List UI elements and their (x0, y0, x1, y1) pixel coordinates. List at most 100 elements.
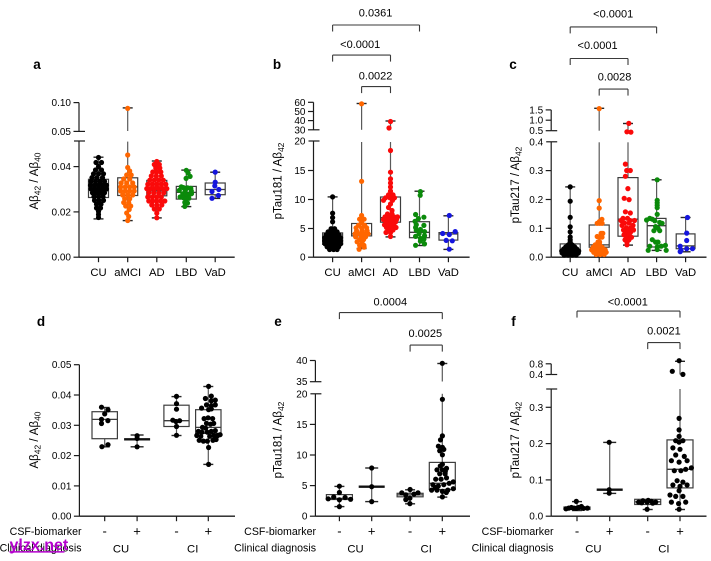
svg-text:CU: CU (562, 267, 578, 279)
svg-text:pTau217 / Aβ42: pTau217 / Aβ42 (510, 401, 524, 478)
svg-text:+: + (133, 524, 141, 539)
svg-text:1.5: 1.5 (529, 105, 543, 116)
svg-text:0.8: 0.8 (529, 359, 543, 370)
svg-text:15: 15 (296, 420, 308, 431)
svg-text:0.2: 0.2 (529, 439, 543, 450)
svg-text:LBD: LBD (175, 267, 197, 279)
svg-text:CU: CU (113, 543, 129, 555)
svg-text:Aβ42 / Aβ40: Aβ42 / Aβ40 (29, 152, 43, 209)
svg-text:VaD: VaD (438, 267, 459, 279)
svg-text:<0.0001: <0.0001 (340, 39, 380, 51)
svg-text:0.0021: 0.0021 (647, 326, 681, 338)
svg-text:40: 40 (296, 356, 308, 367)
svg-text:10: 10 (294, 195, 306, 206)
svg-text:CSF-biomarker: CSF-biomarker (10, 526, 82, 538)
svg-text:-: - (646, 524, 650, 539)
svg-text:LBD: LBD (646, 267, 668, 279)
svg-text:0.01: 0.01 (52, 481, 72, 492)
svg-text:Aβ42 / Aβ40: Aβ42 / Aβ40 (29, 411, 43, 468)
svg-text:b: b (273, 57, 281, 72)
svg-text:e: e (274, 314, 282, 329)
svg-text:0: 0 (300, 253, 306, 264)
svg-text:AD: AD (620, 267, 636, 279)
svg-text:-: - (575, 524, 579, 539)
svg-text:0.0: 0.0 (529, 253, 543, 264)
svg-text:60: 60 (294, 98, 306, 109)
svg-text:0.4: 0.4 (529, 370, 543, 381)
svg-text:CSF-biomarker: CSF-biomarker (244, 526, 316, 538)
svg-text:AD: AD (149, 267, 165, 279)
svg-text:d: d (37, 314, 45, 329)
svg-text:0.0361: 0.0361 (359, 7, 393, 19)
svg-text:0.3: 0.3 (529, 166, 543, 177)
svg-text:0.4: 0.4 (529, 137, 543, 148)
svg-text:20: 20 (294, 137, 306, 148)
svg-text:0.0028: 0.0028 (598, 72, 632, 84)
svg-text:CI: CI (421, 543, 432, 555)
svg-text:<0.0001: <0.0001 (578, 40, 618, 52)
svg-text:LBD: LBD (409, 267, 431, 279)
svg-text:CU: CU (347, 543, 363, 555)
svg-text:CI: CI (658, 543, 669, 555)
svg-text:c: c (509, 57, 517, 72)
svg-text:0.04: 0.04 (52, 162, 72, 173)
svg-text:VaD: VaD (675, 267, 696, 279)
svg-text:0.02: 0.02 (52, 207, 72, 218)
svg-text:-: - (408, 524, 412, 539)
svg-text:0.5: 0.5 (529, 126, 543, 137)
svg-text:CU: CU (90, 267, 106, 279)
svg-text:0.00: 0.00 (52, 512, 72, 523)
svg-text:CU: CU (585, 543, 601, 555)
svg-text:1.0: 1.0 (529, 116, 543, 127)
svg-text:0.05: 0.05 (52, 127, 72, 138)
svg-text:aMCI: aMCI (586, 267, 613, 279)
svg-text:Clinical diagnosis: Clinical diagnosis (472, 543, 554, 555)
svg-text:CI: CI (187, 543, 198, 555)
svg-text:-: - (103, 524, 107, 539)
svg-text:+: + (439, 524, 447, 539)
svg-text:+: + (205, 524, 213, 539)
svg-text:+: + (368, 524, 376, 539)
svg-text:CU: CU (324, 267, 340, 279)
svg-text:35: 35 (296, 377, 308, 388)
svg-text:5: 5 (300, 224, 306, 235)
svg-text:0.3: 0.3 (529, 403, 543, 414)
svg-text:0.1: 0.1 (529, 475, 543, 486)
svg-text:-: - (337, 524, 341, 539)
svg-text:30: 30 (294, 125, 306, 136)
svg-text:0.2: 0.2 (529, 195, 543, 206)
svg-text:0.0022: 0.0022 (359, 71, 393, 83)
svg-text:10: 10 (296, 451, 308, 462)
svg-text:0.0: 0.0 (529, 512, 543, 523)
svg-text:+: + (606, 524, 614, 539)
svg-text:aMCI: aMCI (348, 267, 375, 279)
svg-text:-: - (174, 524, 178, 539)
svg-text:Clinical diagnosis: Clinical diagnosis (234, 543, 316, 555)
svg-text:+: + (676, 524, 684, 539)
svg-text:VaD: VaD (205, 267, 226, 279)
svg-text:pTau181 / Aβ42: pTau181 / Aβ42 (273, 142, 287, 219)
svg-text:f: f (511, 314, 516, 329)
svg-text:pTau217 / Aβ42: pTau217 / Aβ42 (510, 146, 524, 223)
svg-text:5: 5 (302, 481, 308, 492)
svg-text:<0.0001: <0.0001 (608, 297, 648, 309)
svg-text:20: 20 (296, 389, 308, 400)
svg-text:CSF-biomarker: CSF-biomarker (482, 526, 554, 538)
svg-text:AD: AD (383, 267, 399, 279)
svg-text:0: 0 (302, 512, 308, 523)
svg-text:0.05: 0.05 (52, 360, 72, 371)
svg-text:50: 50 (294, 107, 306, 118)
svg-text:a: a (33, 57, 41, 72)
svg-text:<0.0001: <0.0001 (593, 9, 633, 21)
svg-text:0.0004: 0.0004 (373, 297, 407, 309)
svg-text:aMCI: aMCI (114, 267, 141, 279)
svg-text:ylzx.net: ylzx.net (10, 537, 69, 554)
svg-text:0.1: 0.1 (529, 224, 543, 235)
svg-text:0.03: 0.03 (52, 421, 72, 432)
svg-text:0.04: 0.04 (52, 391, 72, 402)
svg-text:0.10: 0.10 (52, 98, 72, 109)
svg-text:0.0025: 0.0025 (408, 328, 442, 340)
svg-text:pTau181 / Aβ42: pTau181 / Aβ42 (273, 401, 287, 478)
svg-text:0.00: 0.00 (52, 253, 72, 264)
svg-text:0.02: 0.02 (52, 451, 72, 462)
